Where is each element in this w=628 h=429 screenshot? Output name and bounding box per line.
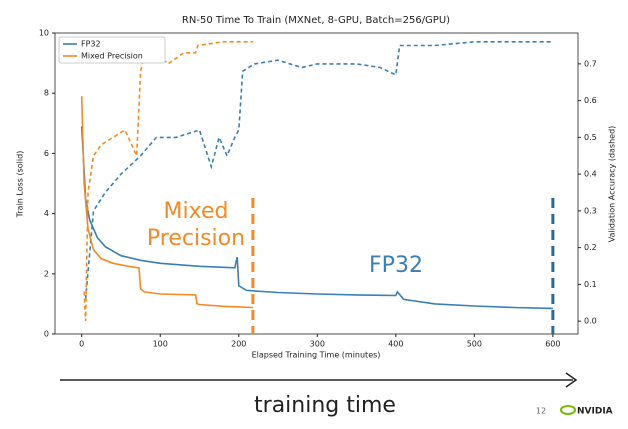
x-axis-label: Elapsed Training Time (minutes) [252, 351, 381, 360]
legend-label: Mixed Precision [81, 52, 143, 61]
y2-axis-label: Validation Accuracy (dashed) [608, 126, 617, 243]
y-tick-label: 6 [44, 149, 49, 158]
y2-tick-label: 0.0 [584, 317, 597, 326]
x-tick-label: 600 [545, 340, 560, 349]
loss-line [80, 96, 253, 309]
legend-box [58, 36, 166, 64]
y2-tick-label: 0.6 [584, 96, 597, 105]
plot-frame [54, 32, 579, 335]
annotation: Precision [147, 226, 245, 251]
annotation: Mixed [164, 199, 229, 224]
accuracy-line [84, 41, 553, 300]
y-tick-label: 2 [44, 269, 49, 278]
y2-tick-label: 0.1 [584, 280, 597, 289]
y-tick-label: 4 [44, 209, 49, 218]
arrow-head [565, 372, 578, 388]
arrow-label: training time [254, 393, 396, 418]
loss-line [80, 126, 553, 310]
y2-tick-label: 0.4 [584, 170, 597, 179]
chart-title: RN-50 Time To Train (MXNet, 8-GPU, Batch… [182, 15, 450, 26]
x-tick-label: 0 [79, 340, 84, 349]
x-tick-label: 100 [153, 340, 168, 349]
y-tick-label: 8 [44, 89, 49, 98]
annotation: FP32 [369, 253, 423, 278]
x-tick-label: 300 [310, 340, 325, 349]
y-tick-label: 0 [44, 330, 49, 339]
y2-tick-label: 0.2 [584, 243, 597, 252]
page-number: 12 [536, 407, 546, 416]
y2-tick-label: 0.3 [584, 206, 597, 215]
y2-tick-label: 0.7 [584, 59, 597, 68]
y2-tick-label: 0.5 [584, 133, 597, 142]
y-tick-label: 10 [39, 29, 49, 38]
y-axis-label: Train Loss (solid) [16, 151, 25, 219]
accuracy-line [83, 41, 253, 322]
x-tick-label: 200 [231, 340, 246, 349]
legend-label: FP32 [81, 40, 101, 49]
x-tick-label: 400 [388, 340, 403, 349]
x-tick-label: 500 [467, 340, 482, 349]
logo-eye [560, 405, 576, 415]
logo-text: NVIDIA [577, 407, 613, 417]
